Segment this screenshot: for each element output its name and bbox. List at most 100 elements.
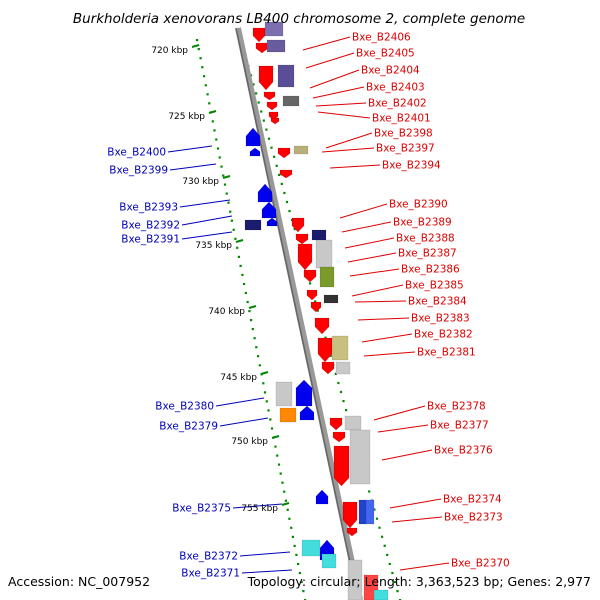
genome-summary-text: Topology: circular; Length: 3,363,523 bp… [247, 574, 591, 589]
scale-dot [334, 372, 337, 375]
label-bxe-b2399-leader [169, 163, 217, 171]
gene-block [335, 361, 351, 375]
label-bxe-b2403-leader [312, 86, 365, 99]
scale-dot [316, 309, 319, 312]
scale-ticks [191, 44, 290, 506]
reverse-gene [249, 147, 261, 157]
label-bxe-b2386: Bxe_B2386 [401, 264, 460, 276]
reverse-gene [245, 127, 261, 147]
scale-dot [243, 282, 246, 286]
forward-gene [317, 337, 333, 363]
scale-dot [255, 92, 258, 95]
scale-dot [270, 427, 274, 430]
scale-dot [286, 508, 289, 511]
scale-dot [270, 146, 273, 149]
scale-dot [225, 192, 228, 195]
forward-gene [252, 27, 266, 43]
scale-dot [293, 544, 296, 547]
scale-dot [265, 400, 268, 403]
scale-dot [342, 400, 345, 403]
scale-dot [248, 310, 251, 313]
label-bxe-b2380-leader [215, 397, 265, 407]
label-bxe-b2384-leader [354, 300, 407, 303]
scale-label: 735 kbp [195, 241, 232, 251]
scale-dot [281, 481, 284, 484]
gene-block [244, 219, 262, 231]
scale-dot [288, 210, 291, 213]
scale-tick [281, 502, 290, 506]
label-bxe-b2385: Bxe_B2385 [405, 280, 464, 292]
scale-tick [208, 110, 217, 114]
scale-dot [227, 201, 230, 204]
scale-dot [223, 183, 227, 186]
gene-block [264, 21, 284, 37]
label-bxe-b2377: Bxe_B2377 [430, 420, 489, 432]
label-bxe-b2371: Bxe_B2371 [181, 568, 240, 580]
label-bxe-b2394: Bxe_B2394 [382, 160, 441, 172]
scale-tick [248, 305, 257, 309]
label-bxe-b2387: Bxe_B2387 [398, 248, 457, 260]
label-bxe-b2405: Bxe_B2405 [356, 48, 415, 60]
scale-label: 740 kbp [208, 307, 245, 317]
scale-dot [285, 200, 289, 204]
label-bxe-b2371-leader [241, 569, 293, 574]
gene-block [347, 559, 363, 600]
scale-dot [236, 246, 239, 249]
forward-gene [321, 361, 335, 375]
scale-dot [230, 219, 233, 222]
scale-dot [234, 237, 237, 240]
label-bxe-b2373-leader [391, 516, 443, 523]
label-bxe-b2370: Bxe_B2370 [451, 558, 510, 570]
label-bxe-b2372-leader [239, 551, 291, 557]
label-bxe-b2401: Bxe_B2401 [372, 113, 431, 125]
scale-dot [197, 48, 200, 51]
accession-text: Accession: NC_007952 [8, 574, 150, 589]
chromosome-backbone [235, 27, 363, 600]
label-bxe-b2379-leader [219, 417, 269, 427]
scale-dot [265, 128, 268, 131]
label-bxe-b2379: Bxe_B2379 [159, 421, 218, 433]
scale-dot [393, 580, 397, 584]
label-bxe-b2378-leader [373, 405, 426, 421]
scale-dot [257, 101, 260, 104]
scale-dot [204, 84, 207, 87]
scale-label: 750 kbp [231, 437, 268, 447]
label-bxe-b2399: Bxe_B2399 [109, 165, 168, 177]
gene-block [344, 415, 362, 431]
scale-dot [291, 535, 294, 538]
scale-dot [300, 580, 303, 584]
reverse-gene [266, 217, 278, 227]
gene-block [311, 229, 327, 241]
scale-label: 730 kbp [182, 177, 219, 187]
label-bxe-b2400: Bxe_B2400 [107, 147, 166, 159]
label-bxe-b2392-leader [181, 215, 233, 226]
scale-dot [229, 210, 232, 213]
label-bxe-b2390: Bxe_B2390 [389, 199, 448, 211]
label-bxe-b2383: Bxe_B2383 [411, 313, 470, 325]
gene-block [331, 335, 349, 361]
reverse-gene [295, 379, 313, 407]
scale-tick [260, 371, 269, 375]
scale-dot [277, 463, 281, 466]
scale-dot [203, 75, 206, 78]
gene-features [244, 21, 389, 600]
label-bxe-b2393: Bxe_B2393 [119, 202, 178, 214]
forward-gene [270, 117, 280, 125]
gene-block [319, 266, 335, 288]
scale-dot [375, 517, 379, 520]
gene-block [266, 39, 286, 53]
scale-tick [222, 175, 231, 179]
scale-dot [262, 119, 265, 122]
label-bxe-b2387-leader [347, 252, 397, 263]
scale-dot [280, 182, 283, 185]
scale-dot [297, 562, 300, 566]
label-leader-lines [167, 36, 450, 574]
scale-dot [309, 282, 312, 285]
forward-gene [342, 501, 358, 529]
scale-tick [191, 44, 200, 48]
label-bxe-b2402: Bxe_B2402 [368, 98, 427, 110]
scale-dot [293, 228, 296, 231]
scale-dot [314, 300, 317, 303]
label-bxe-b2376: Bxe_B2376 [434, 445, 493, 457]
label-bxe-b2391: Bxe_B2391 [121, 234, 180, 246]
